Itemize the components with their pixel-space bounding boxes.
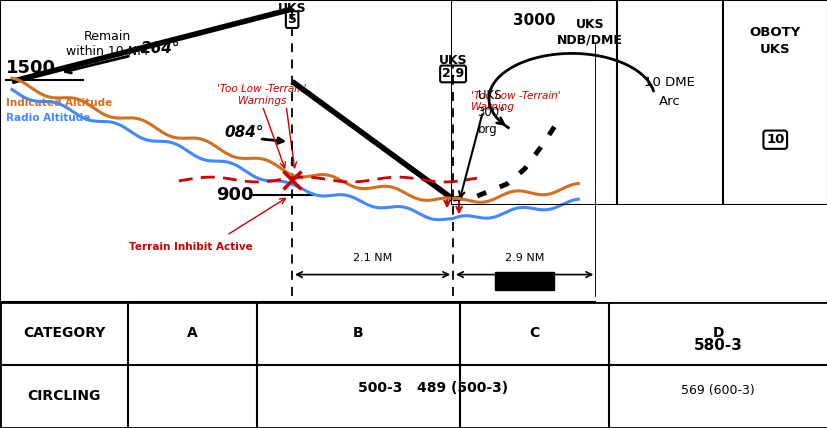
Text: 5: 5	[288, 13, 296, 26]
Text: OBOTY
UKS: OBOTY UKS	[748, 26, 800, 56]
Text: 569 (600-3): 569 (600-3)	[681, 383, 754, 397]
Text: 2.9: 2.9	[442, 68, 464, 80]
Text: A: A	[187, 326, 198, 340]
Text: 084°: 084°	[224, 125, 264, 140]
Text: 3000: 3000	[512, 13, 555, 28]
Text: 'Too Low -Terrain'
Warning: 'Too Low -Terrain' Warning	[471, 91, 560, 112]
Text: B: B	[352, 326, 363, 340]
Text: 2.1 NM: 2.1 NM	[352, 253, 392, 262]
Text: UKS
NDB/DME: UKS NDB/DME	[557, 18, 623, 46]
Text: 2.9 NM: 2.9 NM	[504, 253, 543, 262]
Text: Remain
within 10 NM: Remain within 10 NM	[66, 30, 148, 58]
Text: C: C	[528, 326, 538, 340]
Text: Terrain Inhibit Active: Terrain Inhibit Active	[129, 242, 252, 253]
Bar	[495, 272, 554, 290]
Text: Radio Altitude: Radio Altitude	[6, 113, 90, 123]
Text: CIRCLING: CIRCLING	[27, 389, 101, 404]
Text: UKS
300°
brg: UKS 300° brg	[477, 89, 505, 137]
Text: 10: 10	[765, 133, 783, 146]
Text: UKS: UKS	[438, 54, 466, 67]
Text: 580-3: 580-3	[693, 339, 742, 354]
Text: 500-3   489 (500-3): 500-3 489 (500-3)	[357, 380, 507, 395]
Text: 264°: 264°	[141, 41, 180, 56]
Text: 'Too Low -Terrain'
Warnings: 'Too Low -Terrain' Warnings	[218, 84, 307, 106]
Text: UKS: UKS	[278, 2, 306, 15]
Text: 10 DME
Arc: 10 DME Arc	[643, 77, 695, 108]
Text: 1500: 1500	[6, 59, 56, 77]
Text: Indicated Altitude: Indicated Altitude	[6, 98, 112, 107]
Text: D: D	[712, 326, 723, 340]
Text: CATEGORY: CATEGORY	[23, 326, 105, 340]
Text: 900: 900	[216, 186, 253, 204]
